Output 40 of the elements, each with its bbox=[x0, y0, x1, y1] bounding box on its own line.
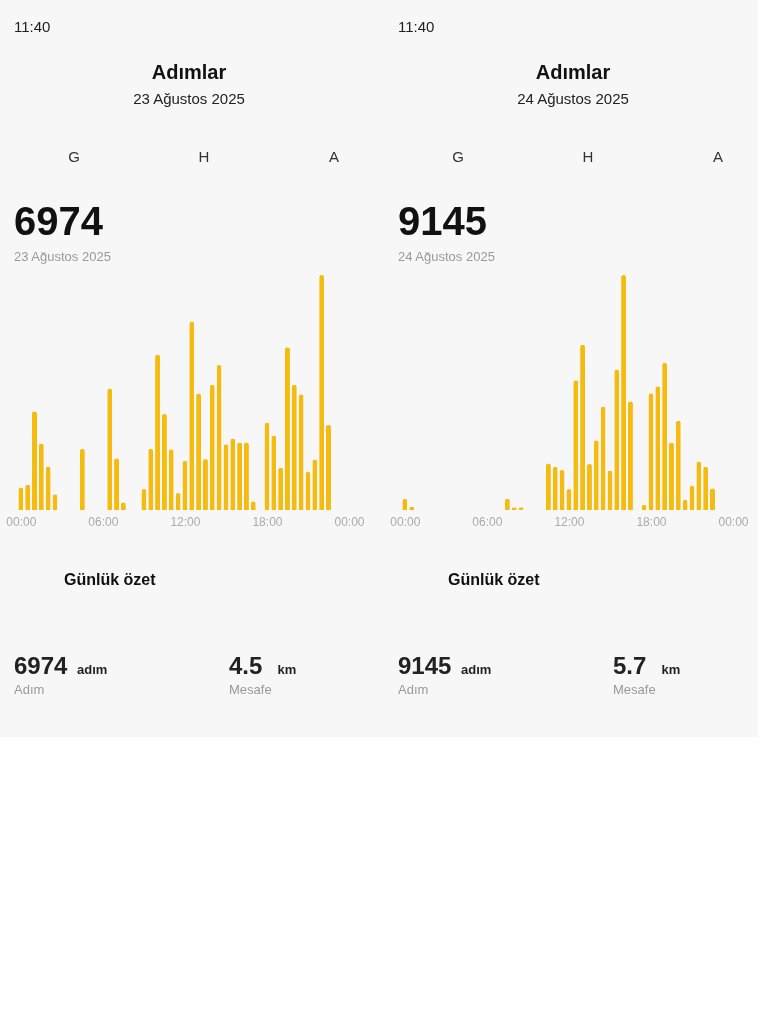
x-tick-label: 06:00 bbox=[472, 514, 503, 529]
x-tick-label: 06:00 bbox=[88, 514, 119, 529]
text: 9145 bbox=[398, 199, 487, 243]
chart-title: Adımlar bbox=[535, 61, 611, 83]
chart-title: Adımlar bbox=[151, 61, 227, 83]
text: 11:40 bbox=[14, 18, 51, 35]
x-tick-label: 00:00 bbox=[390, 514, 421, 529]
x-tick-label: 00:00 bbox=[6, 514, 37, 529]
text: 23 Ağustos 2025 bbox=[14, 249, 111, 264]
x-tick-label: 00:00 bbox=[334, 514, 365, 529]
text: adım bbox=[77, 662, 108, 677]
text: G bbox=[452, 148, 464, 165]
text: 6974 bbox=[14, 199, 104, 243]
text: adım bbox=[461, 662, 492, 677]
x-tick-label: 12:00 bbox=[554, 514, 585, 529]
text: A bbox=[328, 148, 340, 165]
text: 24 Ağustos 2025 bbox=[398, 249, 495, 264]
text: 6974 bbox=[14, 652, 69, 679]
text: 9145 bbox=[398, 652, 452, 679]
x-tick-label: 18:00 bbox=[636, 514, 667, 529]
chart-subtitle: 23 Ağustos 2025 bbox=[133, 90, 245, 107]
text: Mesafe bbox=[613, 682, 656, 697]
text: G bbox=[68, 148, 80, 165]
text: 5.7 bbox=[613, 652, 647, 679]
text: Adım bbox=[398, 682, 429, 697]
x-tick-label: 00:00 bbox=[718, 514, 749, 529]
text: km bbox=[277, 662, 297, 677]
text: Mesafe bbox=[229, 682, 272, 697]
text: Adım bbox=[14, 682, 45, 697]
chart-subtitle: 24 Ağustos 2025 bbox=[517, 90, 629, 107]
text: 4.5 bbox=[229, 652, 263, 679]
text: 11:40 bbox=[398, 18, 435, 35]
text: Günlük özet bbox=[448, 571, 541, 588]
text: km bbox=[661, 662, 681, 677]
text: A bbox=[712, 148, 724, 165]
x-tick-label: 18:00 bbox=[252, 514, 283, 529]
text: Günlük özet bbox=[64, 571, 157, 588]
text: H bbox=[582, 148, 594, 165]
x-tick-label: 12:00 bbox=[170, 514, 201, 529]
text: H bbox=[198, 148, 210, 165]
